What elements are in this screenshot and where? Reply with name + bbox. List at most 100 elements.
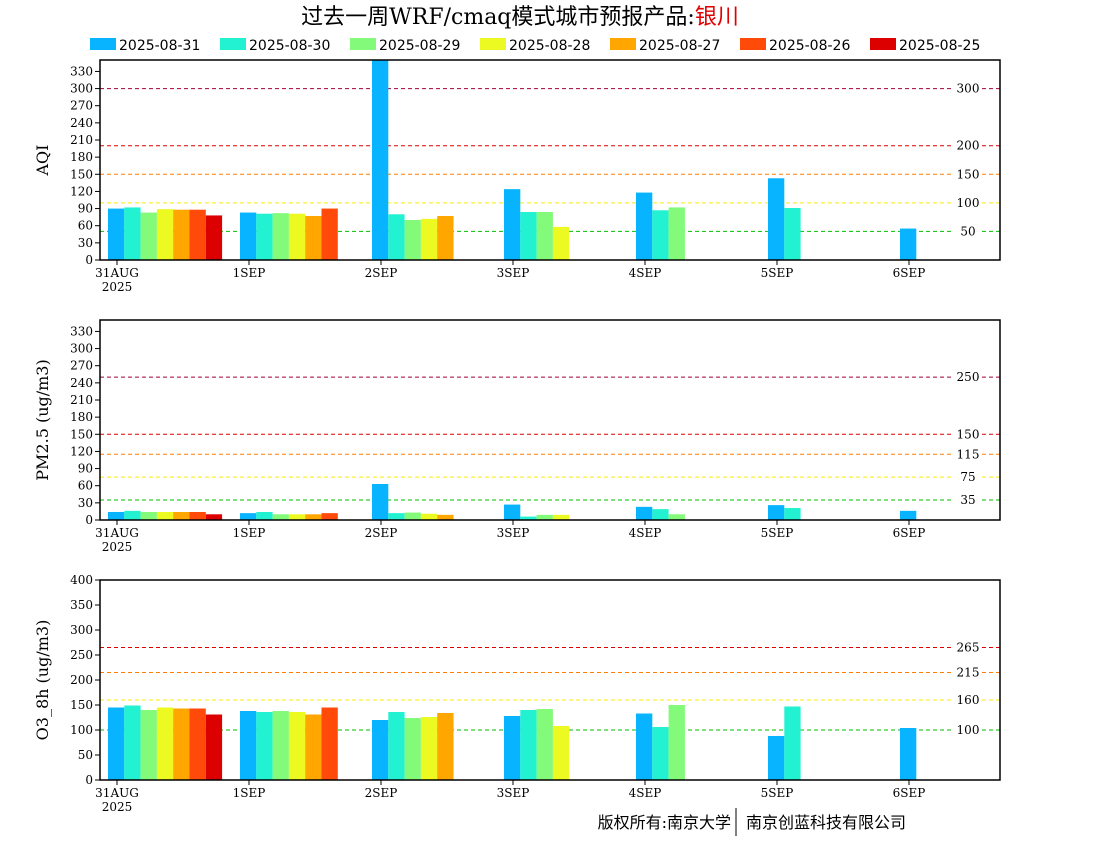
x-tick-label-31AUG: 31AUG	[95, 786, 139, 800]
legend-swatch-2025-08-28	[480, 38, 506, 50]
bar-2025-08-31-4SEP	[636, 506, 653, 520]
legend-swatch-2025-08-31	[90, 38, 116, 50]
y-tick-label: 300	[70, 623, 93, 637]
legend-label-2025-08-28: 2025-08-28	[509, 38, 590, 54]
bar-2025-08-27-1SEP	[305, 514, 322, 520]
legend-label-2025-08-27: 2025-08-27	[639, 38, 720, 54]
bar-2025-08-28-31AUG	[156, 209, 174, 260]
y-tick-label: 120	[70, 184, 93, 198]
bar-2025-08-30-31AUG	[124, 510, 141, 520]
bar-2025-08-29-2SEP	[404, 718, 421, 780]
y-tick-label: 270	[70, 99, 93, 113]
y-tick-label: 0	[85, 253, 93, 267]
chart-title: 过去一周WRF/cmaq模式城市预报产品:银川	[301, 5, 739, 30]
bar-2025-08-29-1SEP	[272, 711, 289, 780]
legend-label-2025-08-30: 2025-08-30	[249, 38, 330, 54]
legend: 2025-08-31 2025-08-30 2025-08-29 2025-08-28…	[90, 38, 980, 54]
y-tick-label: 350	[70, 598, 93, 612]
x-tick-label-6SEP: 6SEP	[893, 786, 926, 800]
x-tick-label-4SEP: 4SEP	[629, 526, 662, 540]
y-tick-label: 330	[70, 324, 93, 338]
bar-2025-08-28-3SEP	[552, 726, 570, 780]
threshold-label-150: 150	[957, 427, 980, 441]
bar-2025-08-29-31AUG	[140, 710, 157, 780]
bar-2025-08-30-1SEP	[256, 712, 273, 780]
y-axis-label-0: AQI	[33, 145, 52, 177]
x-tick-label-31AUG: 31AUG	[95, 266, 139, 280]
bar-2025-08-30-5SEP	[784, 706, 801, 780]
y-tick-label: 0	[85, 773, 93, 787]
threshold-label-bg	[954, 428, 982, 441]
bar-2025-08-25-31AUG	[205, 714, 223, 780]
y-tick-label: 200	[70, 673, 93, 687]
bar-2025-08-28-2SEP	[420, 513, 438, 520]
copyright-right: 南京创蓝科技有限公司	[746, 813, 906, 832]
x-tick-label-1SEP: 1SEP	[233, 786, 266, 800]
y-tick-label: 300	[70, 342, 93, 356]
threshold-label-35: 35	[960, 493, 975, 507]
bar-2025-08-26-31AUG	[189, 512, 206, 520]
bar-2025-08-29-3SEP	[536, 709, 553, 780]
bar-2025-08-29-1SEP	[272, 213, 289, 260]
x-tick-label-31AUG: 31AUG	[95, 526, 139, 540]
x-tick-label-6SEP: 6SEP	[893, 526, 926, 540]
x-tick-label-3SEP: 3SEP	[497, 526, 530, 540]
bar-2025-08-31-3SEP	[504, 716, 521, 780]
y-tick-label: 30	[78, 496, 93, 510]
bar-2025-08-31-6SEP	[900, 228, 917, 260]
bar-2025-08-29-31AUG	[140, 512, 157, 520]
bar-2025-08-29-2SEP	[404, 220, 421, 260]
bar-2025-08-30-31AUG	[124, 705, 141, 780]
threshold-label-bg	[954, 225, 982, 238]
y-tick-label: 60	[78, 219, 93, 233]
bar-2025-08-30-3SEP	[520, 516, 537, 520]
bar-2025-08-28-31AUG	[156, 707, 174, 780]
y-tick-label: 60	[78, 479, 93, 493]
legend-label-2025-08-31: 2025-08-31	[119, 38, 200, 54]
plot-frame-1	[99, 319, 1001, 521]
bar-2025-08-27-31AUG	[173, 209, 190, 260]
bar-2025-08-30-4SEP	[652, 210, 669, 260]
bar-2025-08-29-4SEP	[668, 705, 685, 780]
threshold-label-bg	[954, 666, 982, 679]
bar-2025-08-31-5SEP	[768, 736, 785, 780]
bar-2025-08-30-31AUG	[124, 207, 141, 260]
x-tick-label-2SEP: 2SEP	[365, 266, 398, 280]
threshold-label-bg	[954, 641, 982, 654]
bar-2025-08-31-31AUG	[108, 512, 125, 520]
panel-0: 300 200 150 100 50 0 30 60 90 120 150 180 210 240 270 3…	[33, 59, 1001, 294]
bar-2025-08-29-2SEP	[404, 512, 421, 520]
bar-2025-08-31-2SEP	[372, 60, 389, 260]
bar-2025-08-25-31AUG	[205, 514, 223, 520]
bar-2025-08-30-5SEP	[784, 208, 801, 260]
y-tick-label: 90	[78, 462, 93, 476]
threshold-label-150: 150	[957, 167, 980, 181]
y-tick-label: 400	[70, 573, 93, 587]
bar-2025-08-30-4SEP	[652, 727, 669, 780]
threshold-label-bg	[954, 724, 982, 736]
bar-2025-08-31-31AUG	[108, 208, 125, 260]
threshold-label-50: 50	[960, 224, 975, 238]
bar-2025-08-31-5SEP	[768, 178, 785, 260]
x-tick-label-5SEP: 5SEP	[761, 266, 794, 280]
panel-1: 250 150 115 75 35 0 30 60 90 120 150 180 210 240 270 30…	[33, 319, 1001, 554]
bar-2025-08-26-1SEP	[321, 208, 338, 260]
bar-2025-08-30-2SEP	[388, 214, 405, 260]
bar-2025-08-31-4SEP	[636, 713, 653, 780]
bar-2025-08-28-3SEP	[552, 226, 570, 260]
y-tick-label: 150	[70, 167, 93, 181]
legend-swatch-2025-08-29	[350, 38, 376, 50]
bar-2025-08-27-1SEP	[305, 714, 322, 780]
bar-2025-08-27-31AUG	[173, 512, 190, 520]
bar-2025-08-31-4SEP	[636, 192, 653, 260]
y-tick-label: 90	[78, 202, 93, 216]
bar-2025-08-31-3SEP	[504, 504, 521, 520]
copyright-left: 版权所有:南京大学	[598, 813, 731, 832]
threshold-label-265: 265	[957, 641, 980, 655]
legend-swatch-2025-08-27	[610, 38, 636, 50]
threshold-label-bg	[954, 694, 982, 706]
bar-2025-08-30-2SEP	[388, 712, 405, 780]
bar-2025-08-25-31AUG	[205, 215, 223, 260]
bar-2025-08-29-3SEP	[536, 212, 553, 260]
y-tick-label: 270	[70, 359, 93, 373]
